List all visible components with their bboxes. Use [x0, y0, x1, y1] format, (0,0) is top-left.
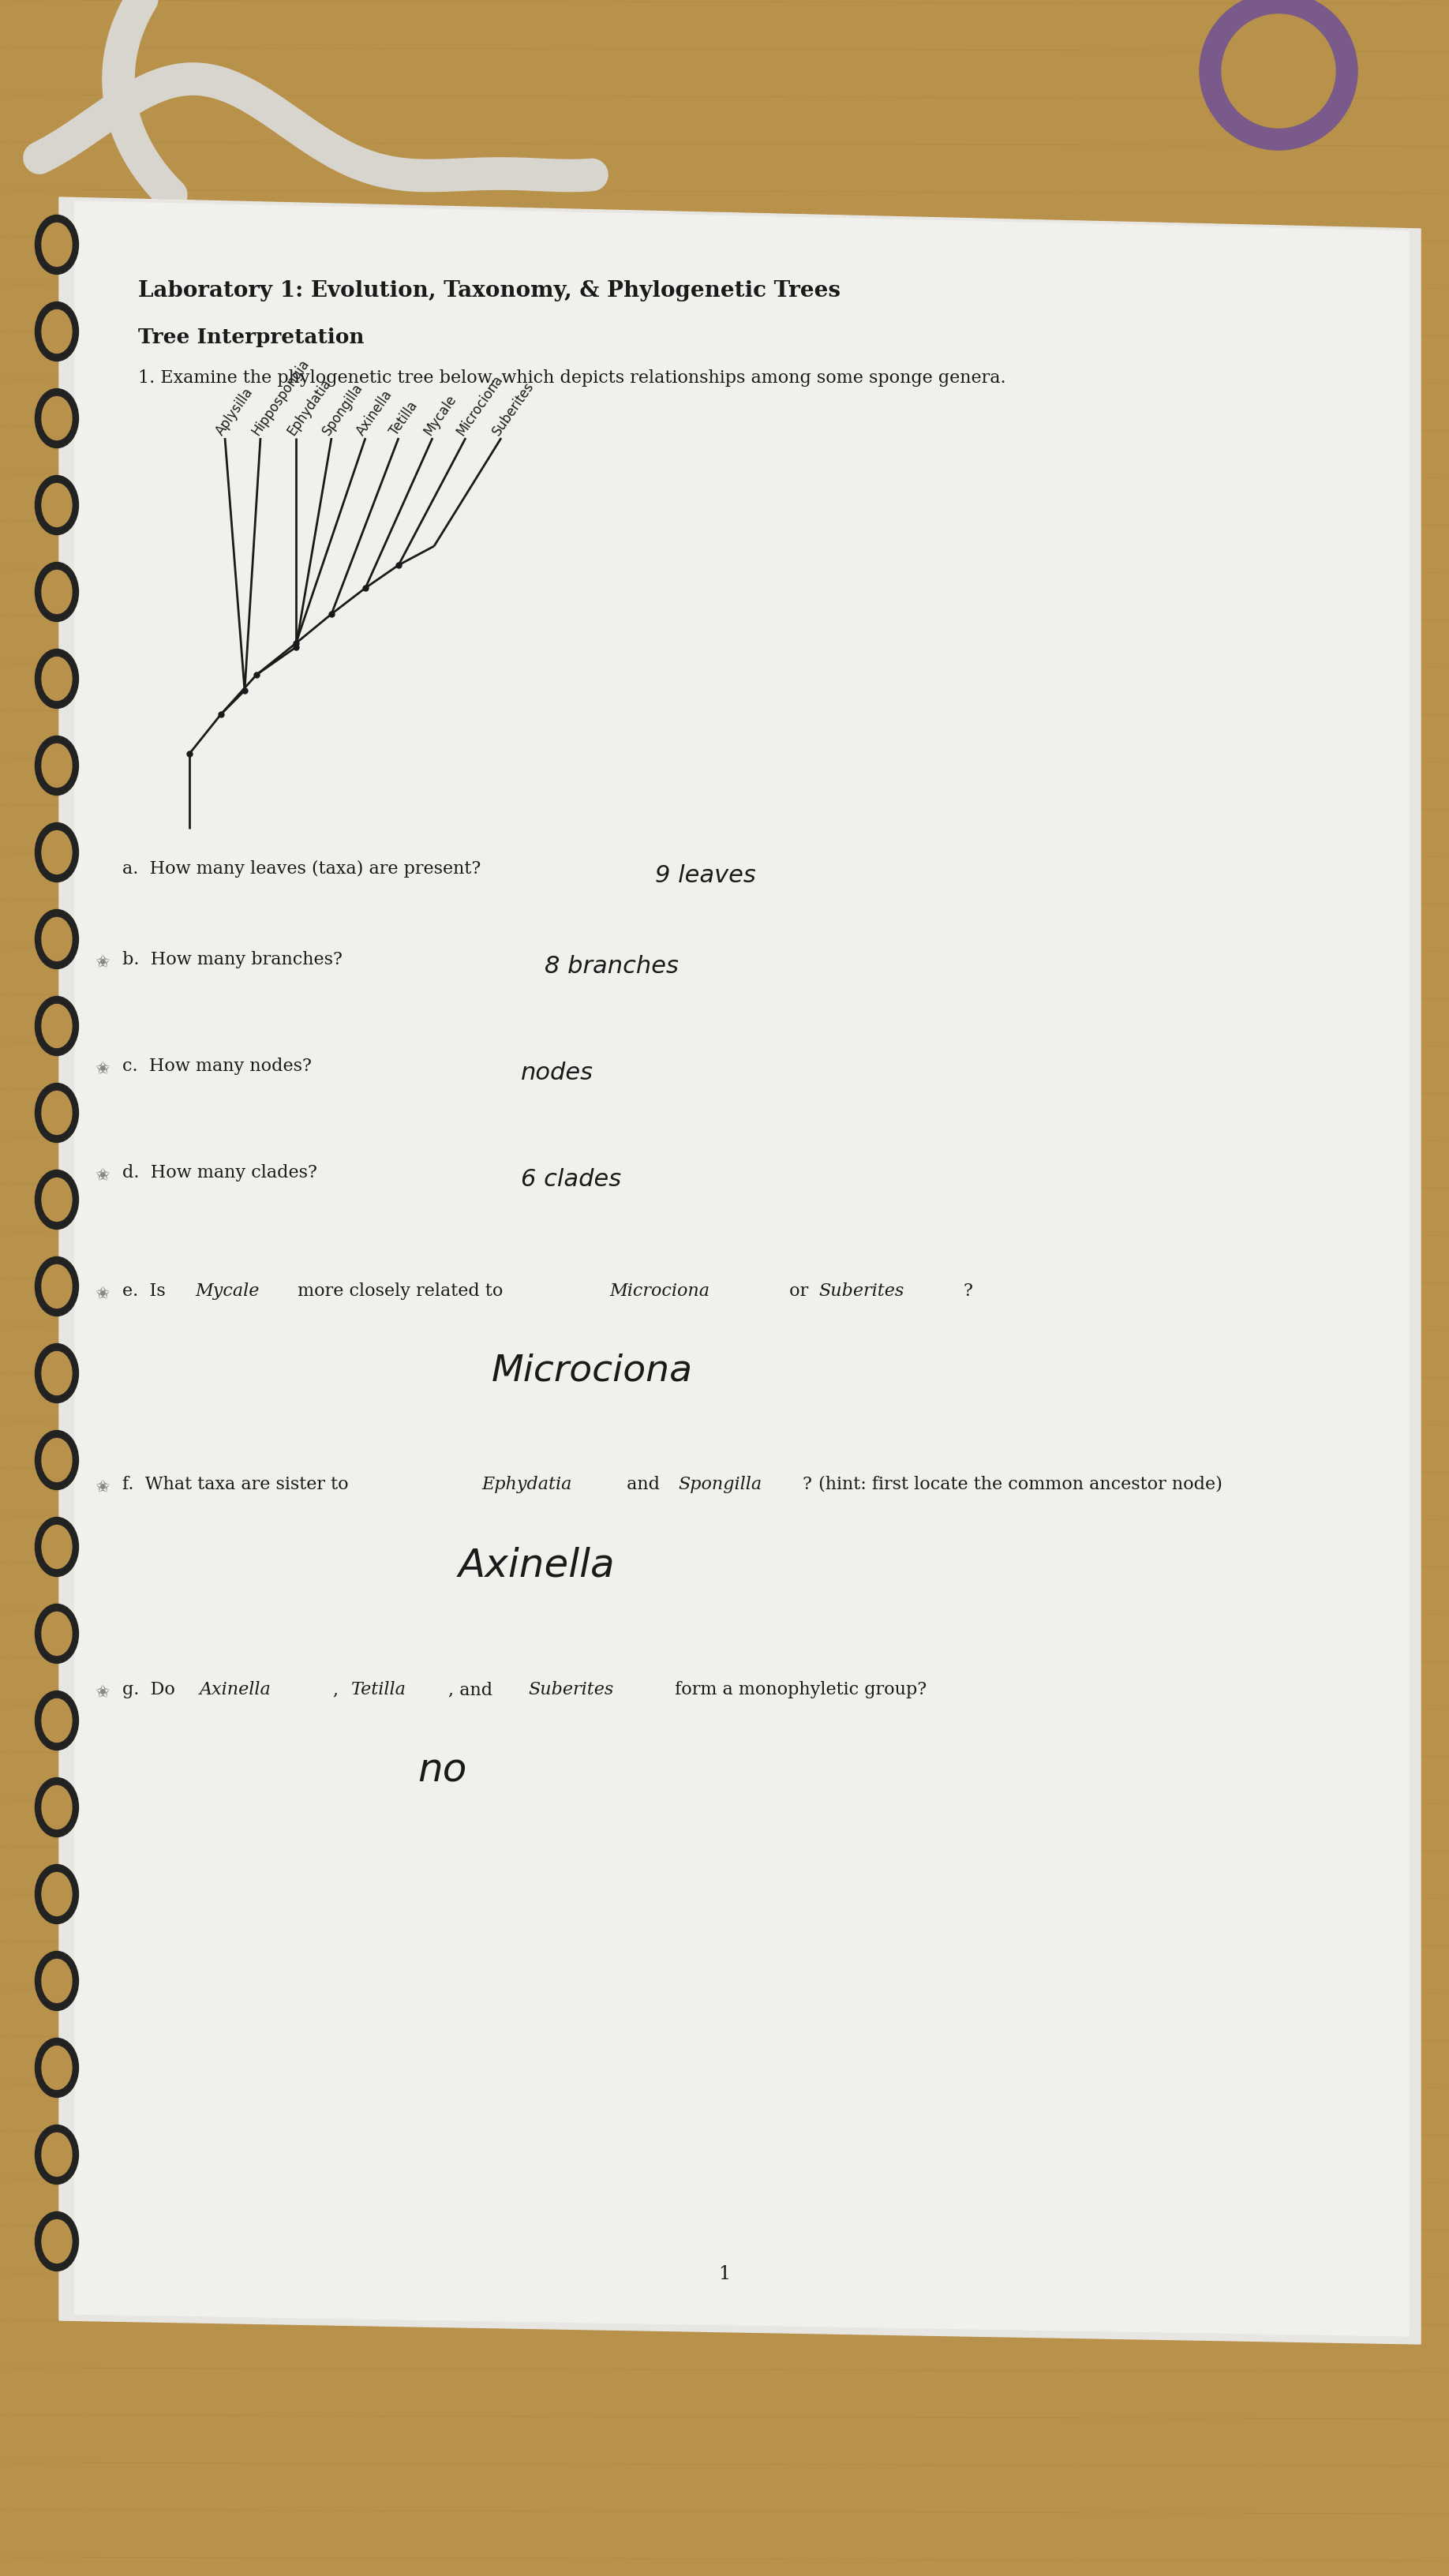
Ellipse shape	[42, 2045, 72, 2089]
Ellipse shape	[35, 1517, 78, 1577]
Ellipse shape	[42, 829, 72, 873]
Text: a.  How many leaves (taxa) are present?: a. How many leaves (taxa) are present?	[122, 860, 481, 878]
Text: 9 leaves: 9 leaves	[655, 863, 756, 886]
Text: , and: , and	[448, 1682, 498, 1698]
Text: c.  How many nodes?: c. How many nodes?	[122, 1059, 312, 1074]
Text: f.  What taxa are sister to: f. What taxa are sister to	[122, 1476, 354, 1494]
Text: g.  Do: g. Do	[122, 1682, 181, 1698]
Circle shape	[1200, 0, 1358, 149]
Polygon shape	[59, 198, 1420, 2344]
Ellipse shape	[42, 1698, 72, 1741]
Text: nodes: nodes	[520, 1061, 594, 1084]
Text: Microciona: Microciona	[454, 371, 506, 438]
Text: ?: ?	[962, 1283, 972, 1301]
Ellipse shape	[42, 1525, 72, 1569]
Text: Suberites: Suberites	[527, 1682, 613, 1698]
Text: Axinella: Axinella	[354, 386, 396, 438]
Ellipse shape	[35, 2125, 78, 2184]
Text: more closely related to: more closely related to	[293, 1283, 509, 1301]
Text: Axinella: Axinella	[458, 1546, 614, 1584]
Ellipse shape	[42, 1177, 72, 1221]
Ellipse shape	[35, 1865, 78, 1924]
Text: Ephydatia: Ephydatia	[481, 1476, 572, 1494]
Ellipse shape	[42, 1352, 72, 1396]
Text: Tetilla: Tetilla	[387, 399, 420, 438]
Text: Mycale: Mycale	[420, 392, 459, 438]
Text: no: no	[417, 1752, 467, 1790]
Ellipse shape	[35, 389, 78, 448]
Ellipse shape	[35, 997, 78, 1056]
Text: 8 branches: 8 branches	[545, 956, 678, 979]
Ellipse shape	[35, 1170, 78, 1229]
Ellipse shape	[42, 1005, 72, 1048]
Ellipse shape	[35, 1430, 78, 1489]
Text: 1. Examine the phylogenetic tree below, which depicts relationships among some s: 1. Examine the phylogenetic tree below, …	[138, 368, 1006, 386]
Ellipse shape	[35, 1257, 78, 1316]
Text: d.  How many clades?: d. How many clades?	[122, 1164, 317, 1182]
Ellipse shape	[35, 737, 78, 796]
Polygon shape	[75, 201, 1408, 2336]
Circle shape	[1222, 15, 1336, 129]
Ellipse shape	[42, 744, 72, 788]
Ellipse shape	[42, 1873, 72, 1917]
Ellipse shape	[42, 309, 72, 353]
Ellipse shape	[42, 917, 72, 961]
Ellipse shape	[35, 1777, 78, 1837]
Ellipse shape	[35, 1605, 78, 1664]
Text: ✬: ✬	[96, 1285, 110, 1303]
Text: Microciona: Microciona	[609, 1283, 710, 1301]
Ellipse shape	[35, 214, 78, 273]
Ellipse shape	[42, 1437, 72, 1481]
Ellipse shape	[42, 1613, 72, 1656]
Text: (hint: first locate the common ancestor node): (hint: first locate the common ancestor …	[813, 1476, 1223, 1494]
Text: ✬: ✬	[96, 956, 110, 971]
Ellipse shape	[42, 1092, 72, 1133]
Text: b.  How many branches?: b. How many branches?	[122, 951, 342, 969]
Ellipse shape	[35, 649, 78, 708]
Text: Spongilla: Spongilla	[320, 381, 367, 438]
Text: Axinella: Axinella	[200, 1682, 271, 1698]
Text: and: and	[622, 1476, 665, 1494]
Ellipse shape	[42, 2133, 72, 2177]
Ellipse shape	[35, 1082, 78, 1141]
Ellipse shape	[42, 1785, 72, 1829]
Text: Tree Interpretation: Tree Interpretation	[138, 327, 364, 348]
Text: Suberites: Suberites	[490, 379, 536, 438]
Text: e.  Is: e. Is	[122, 1283, 171, 1301]
Text: Suberites: Suberites	[819, 1283, 904, 1301]
Text: Laboratory 1: Evolution, Taxonomy, & Phylogenetic Trees: Laboratory 1: Evolution, Taxonomy, & Phy…	[138, 281, 840, 301]
Ellipse shape	[42, 657, 72, 701]
Ellipse shape	[35, 1345, 78, 1404]
Text: 1: 1	[719, 2264, 730, 2282]
Text: Tetilla: Tetilla	[351, 1682, 406, 1698]
Text: Microciona: Microciona	[491, 1352, 693, 1388]
Ellipse shape	[42, 397, 72, 440]
Ellipse shape	[35, 909, 78, 969]
Ellipse shape	[35, 477, 78, 536]
Text: ?: ?	[803, 1476, 811, 1494]
Text: ✬: ✬	[96, 1479, 110, 1497]
Text: Mycale: Mycale	[196, 1283, 259, 1301]
Text: Aplysilla: Aplysilla	[213, 386, 256, 438]
Text: Ephydatia: Ephydatia	[284, 376, 333, 438]
Ellipse shape	[42, 2221, 72, 2264]
Ellipse shape	[35, 562, 78, 621]
Text: Spongilla: Spongilla	[678, 1476, 762, 1494]
Text: ✬: ✬	[96, 1685, 110, 1700]
Text: 6 clades: 6 clades	[520, 1167, 622, 1190]
Text: ✬: ✬	[96, 1061, 110, 1077]
Text: form a monophyletic group?: form a monophyletic group?	[669, 1682, 927, 1698]
Text: ✬: ✬	[96, 1167, 110, 1185]
Ellipse shape	[42, 1265, 72, 1309]
Ellipse shape	[42, 1960, 72, 2002]
Ellipse shape	[35, 2038, 78, 2097]
Ellipse shape	[35, 1953, 78, 2009]
Ellipse shape	[42, 224, 72, 265]
Ellipse shape	[35, 2213, 78, 2272]
Text: or: or	[784, 1283, 814, 1301]
Ellipse shape	[42, 484, 72, 528]
Ellipse shape	[42, 569, 72, 613]
Text: Hippospongia: Hippospongia	[249, 355, 312, 438]
Ellipse shape	[35, 822, 78, 881]
